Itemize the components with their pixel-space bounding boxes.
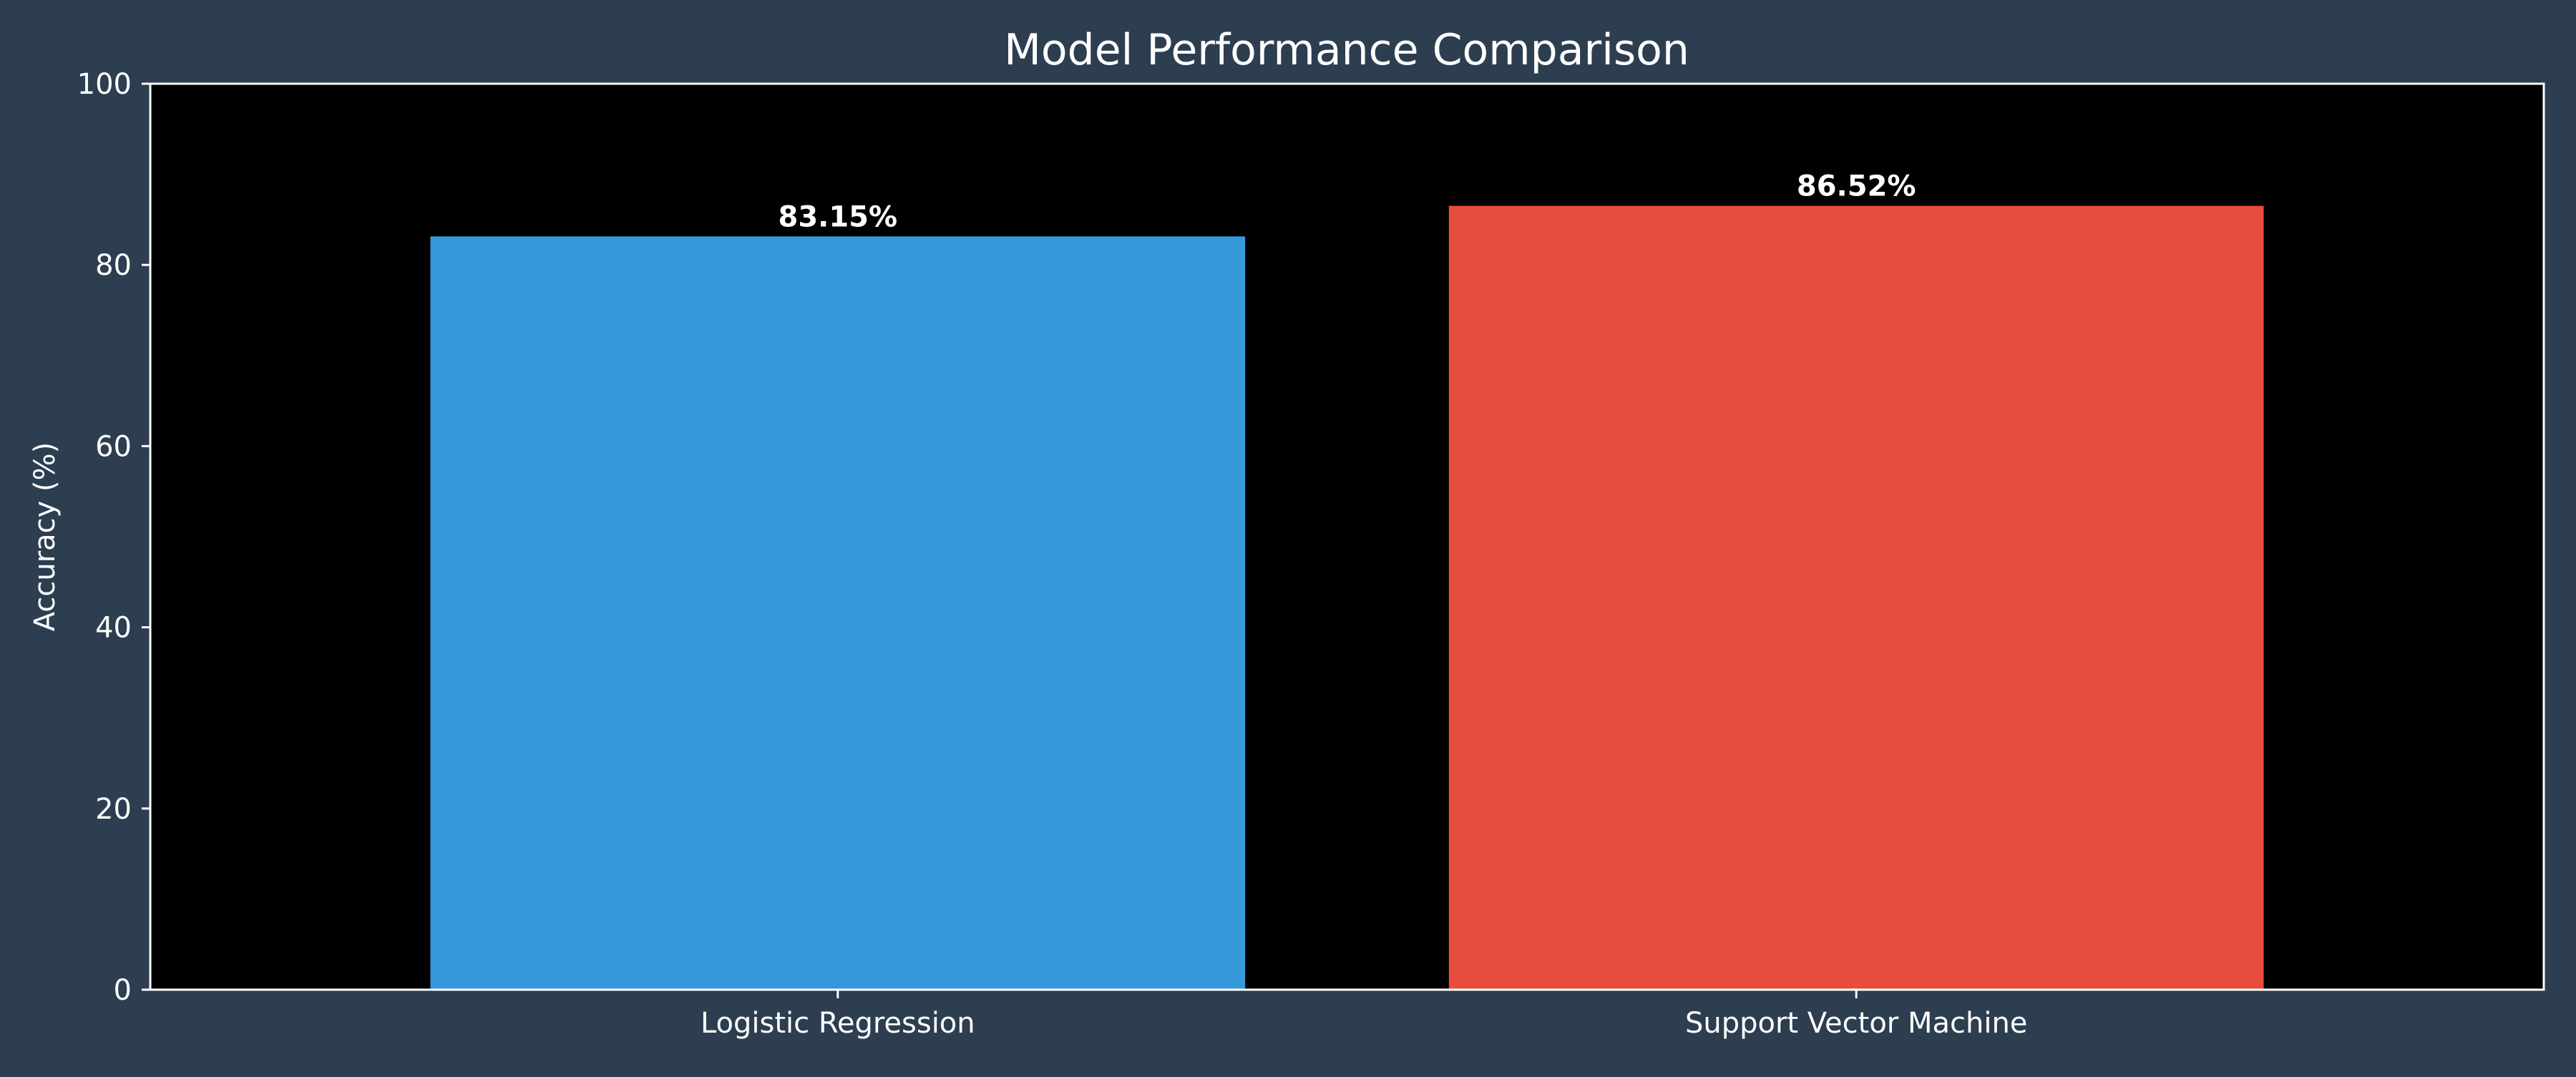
bar-value-label-1: 83.15%	[778, 200, 897, 233]
bar-value-labels: 83.15% 86.52%	[778, 170, 1916, 234]
y-tick-label-0: 0	[114, 974, 132, 1007]
y-axis-ticks: 0 20 40 60 80 100	[77, 68, 150, 1007]
y-tick-label-40: 40	[95, 612, 132, 645]
chart-title: Model Performance Comparison	[1004, 25, 1689, 75]
y-tick-label-20: 20	[95, 793, 132, 826]
y-tick-label-60: 60	[95, 430, 132, 463]
bar-value-label-2: 86.52%	[1797, 170, 1916, 203]
bars	[430, 205, 2264, 990]
x-tick-label-1: Logistic Regression	[701, 1007, 975, 1040]
bar-1	[430, 236, 1246, 990]
plot-frame	[149, 82, 2545, 991]
x-axis-ticks: Logistic Regression Support Vector Machin…	[701, 990, 2027, 1040]
x-tick-label-2: Support Vector Machine	[1685, 1007, 2027, 1040]
y-axis-label: Accuracy (%)	[29, 442, 62, 632]
y-tick-label-80: 80	[95, 249, 132, 282]
y-tick-label-100: 100	[77, 68, 132, 101]
bar-2	[1448, 205, 2264, 990]
